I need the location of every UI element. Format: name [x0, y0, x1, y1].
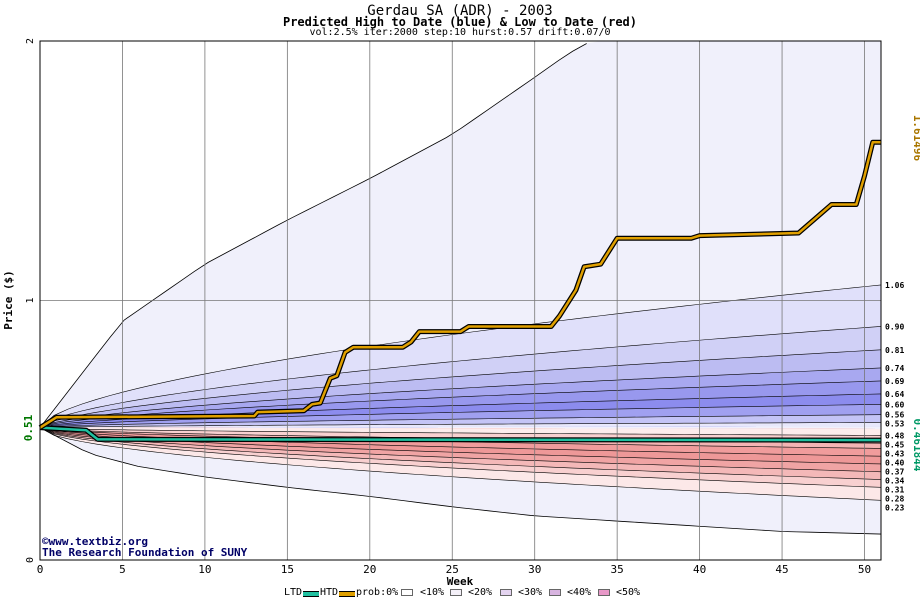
legend-ltd-swatch: [303, 591, 319, 597]
low-band-8: [40, 427, 881, 436]
watermark-url: ©www.textbiz.org: [42, 535, 148, 548]
htd-series-line: [39, 140, 881, 429]
ltd-series-line: [39, 426, 882, 442]
legend-htd-swatch: [339, 591, 355, 597]
x-tick-0: 0: [37, 563, 44, 576]
quantile-line-7: [39, 414, 882, 428]
quantile-label-0.43: 0.43: [885, 449, 904, 458]
quantile-label-0.90: 0.90: [885, 322, 904, 331]
legend-p20-swatch: [500, 589, 512, 596]
quantile-line-6: [39, 404, 882, 428]
legend-p0-swatch: [401, 589, 413, 596]
y-tick-1: 1: [25, 297, 36, 303]
x-tick-20: 20: [363, 563, 376, 576]
quantile-line-3: [39, 367, 882, 428]
watermark-org: The Research Foundation of SUNY: [42, 546, 248, 559]
quantile-label-0.31: 0.31: [885, 485, 904, 494]
chart-svg: 0 5 10 15 20 25 30 35 40 45 50 0 1 2 1.06 0.90 0.81 0.7…: [2, 38, 920, 586]
legend-p30-swatch: [549, 589, 561, 596]
quantile-label-0.34: 0.34: [885, 476, 904, 485]
legend-p50-label: <50%: [616, 587, 641, 598]
x-tick-45: 45: [775, 563, 788, 576]
quantile-line-4: [39, 380, 882, 428]
htd-final-value-label: 1.61496: [911, 115, 920, 162]
start-price-label: 0.51: [22, 414, 35, 441]
x-tick-35: 35: [611, 563, 624, 576]
ltd-final-value-label: 0.461844: [911, 419, 920, 472]
x-tick-30: 30: [528, 563, 541, 576]
x-tick-50: 50: [858, 563, 871, 576]
quantile-labels: 1.06 0.90 0.81 0.74 0.69 0.640.60 0.560.53 0.48…: [885, 281, 904, 513]
y-axis-label: Price ($): [2, 270, 15, 330]
legend-p40-swatch: [598, 589, 610, 596]
plot-border: [39, 40, 882, 561]
x-tick-40: 40: [693, 563, 706, 576]
quantile-line-17: [39, 427, 882, 436]
legend-p40-label: <40%: [567, 587, 592, 598]
quantile-label-0.64: 0.64: [885, 390, 904, 399]
chart-subtitle: Predicted High to Date (blue) & Low to D…: [282, 15, 637, 29]
quantile-label-1.06: 1.06: [885, 281, 904, 290]
y-tick-labels: 0 1 2: [25, 38, 36, 563]
quantile-label-0.81: 0.81: [885, 346, 904, 355]
x-tick-15: 15: [281, 563, 294, 576]
upper-envelope-line: [39, 43, 587, 428]
legend-p30-label: <30%: [518, 587, 543, 598]
quantile-label-0.23: 0.23: [885, 503, 904, 512]
quantile-label-0.56: 0.56: [885, 411, 904, 420]
quantile-label-0.37: 0.37: [885, 467, 904, 476]
legend-htd-label: HTD: [320, 587, 339, 598]
quantile-line-10: [39, 427, 882, 488]
quantile-line-9: [39, 427, 882, 501]
quantile-label-0.45: 0.45: [885, 440, 904, 449]
quantile-line-2: [39, 349, 882, 428]
chart-parameters: vol:2.5% iter:2000 step:10 hurst:0.57 dr…: [309, 27, 611, 38]
x-tick-5: 5: [119, 563, 126, 576]
legend-p10-label: <10%: [420, 587, 445, 598]
quantile-line-8: [39, 422, 882, 428]
legend-p20-label: <20%: [468, 587, 493, 598]
y-tick-2: 2: [25, 38, 36, 44]
quantile-label-0.40: 0.40: [885, 458, 904, 467]
y-tick-0: 0: [25, 557, 36, 563]
chart-title: Gerdau SA (ADR) - 2003: [367, 3, 553, 19]
legend-p10-swatch: [450, 589, 462, 596]
x-axis-label: Week: [447, 575, 474, 586]
legend-prob-label: prob:0%: [356, 587, 399, 598]
lower-envelope-line: [39, 427, 882, 535]
series-lines: [38, 139, 882, 443]
x-tick-labels: 0 5 10 15 20 25 30 35 40 45 50: [37, 563, 871, 576]
quantile-line-1: [39, 326, 882, 428]
high-band-8: [40, 422, 881, 428]
quantile-line-12: [39, 427, 882, 473]
x-tick-25: 25: [446, 563, 459, 576]
quantile-label-0.60: 0.60: [885, 400, 904, 409]
quantile-line-11: [39, 427, 882, 480]
quantile-label-0.74: 0.74: [885, 364, 904, 373]
legend: LTD HTD prob:0% <10% <20% <30% <40% <50%: [0, 586, 920, 600]
legend-ltd-label: LTD: [284, 587, 303, 598]
quantile-label-0.69: 0.69: [885, 377, 904, 386]
quantile-label-0.48: 0.48: [885, 431, 904, 440]
x-tick-10: 10: [198, 563, 211, 576]
quantile-label-0.53: 0.53: [885, 420, 904, 429]
quantile-label-0.28: 0.28: [885, 494, 904, 503]
